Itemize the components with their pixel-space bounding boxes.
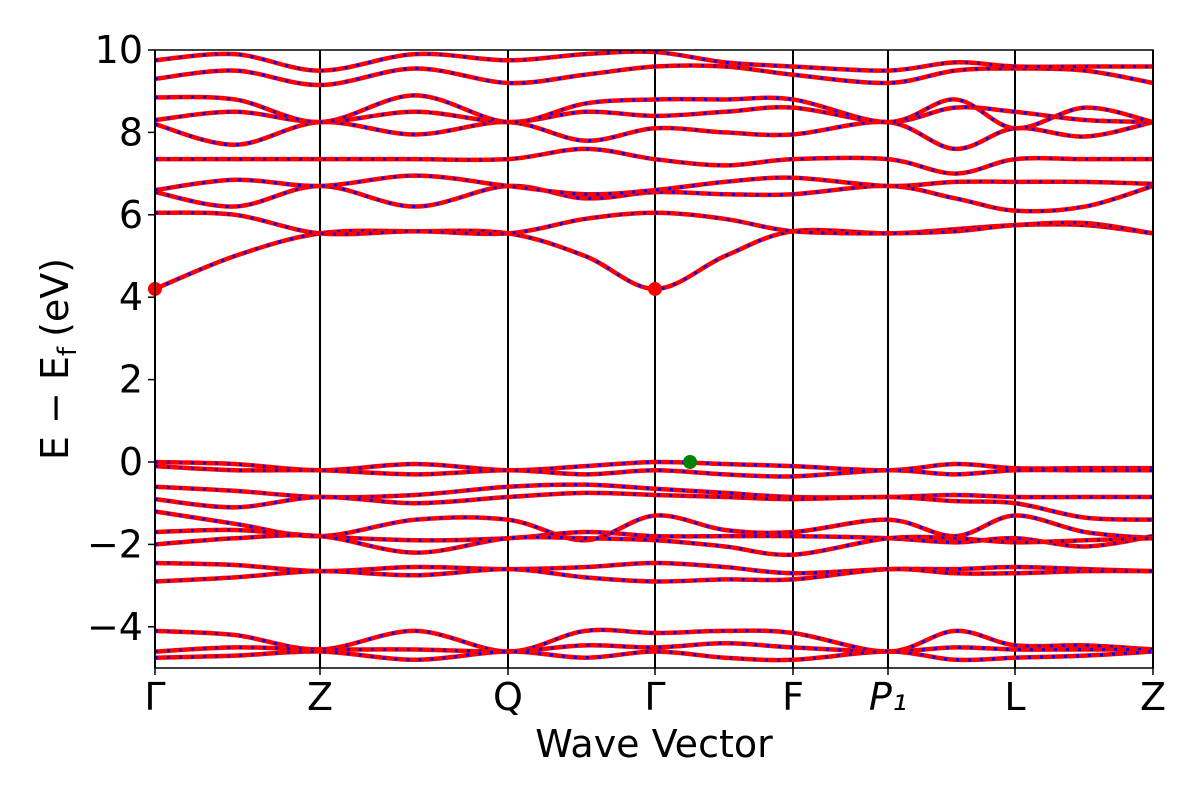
- band-edge-marker: [648, 281, 662, 296]
- ticks: −4 −2 0 2 4 6 8 10 Γ Z Q Γ F P₁ L Z: [87, 28, 1166, 719]
- band-dash: [155, 147, 1153, 176]
- band-dash: [155, 533, 1153, 557]
- x-tick-label: F: [782, 675, 804, 719]
- grid: [154, 50, 1154, 668]
- y-axis-label: E − Ef (eV): [33, 258, 83, 460]
- y-label-main: E − E: [33, 356, 77, 460]
- band-dash: [155, 174, 1153, 196]
- y-tick-label: −4: [87, 605, 143, 649]
- y-tick-label: 2: [119, 358, 143, 402]
- y-label-unit: (eV): [33, 258, 77, 337]
- points: [148, 281, 697, 469]
- y-tick-label: 6: [119, 193, 143, 237]
- band-dash: [155, 628, 1153, 654]
- band-dash: [155, 567, 1153, 584]
- band-dash: [155, 93, 1153, 130]
- band-edge-marker: [683, 455, 697, 469]
- x-tick-label: Γ: [144, 675, 165, 719]
- bands: [155, 50, 1153, 663]
- x-axis-label: Wave Vector: [535, 722, 773, 766]
- x-tick-label: Z: [307, 675, 333, 719]
- band-dash: [155, 211, 1153, 236]
- band-dash: [155, 50, 1153, 73]
- y-tick-label: −2: [87, 522, 143, 566]
- y-tick-label: 4: [119, 275, 143, 319]
- band-dash: [155, 63, 1153, 87]
- x-tick-label: Γ: [644, 675, 665, 719]
- band-dash: [155, 464, 1153, 479]
- y-tick-label: 0: [119, 440, 143, 484]
- band-dash: [155, 649, 1153, 662]
- x-tick-label: L: [1004, 675, 1025, 719]
- band-dash: [155, 491, 1153, 522]
- y-label-sub: f: [53, 346, 83, 356]
- y-tick-label: 10: [95, 28, 143, 72]
- x-tick-label: Q: [493, 675, 523, 719]
- plot-frame: [154, 49, 1154, 669]
- x-tick-label: P₁: [869, 675, 907, 719]
- y-tick-label: 8: [119, 110, 143, 154]
- x-tick-label: Z: [1140, 675, 1166, 719]
